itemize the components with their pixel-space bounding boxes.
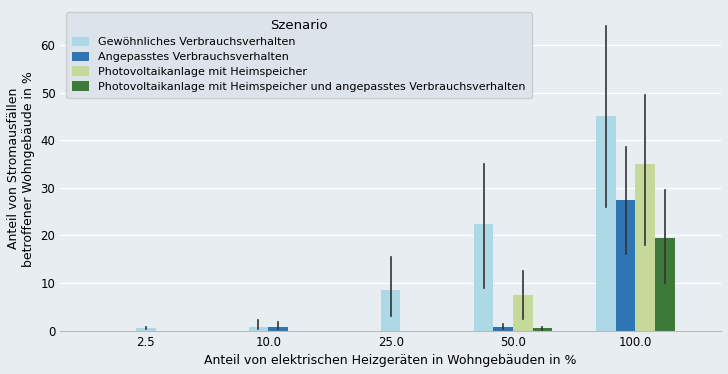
Bar <box>513 295 533 331</box>
Bar <box>596 116 616 331</box>
Bar <box>381 290 400 331</box>
Bar <box>249 327 269 331</box>
Bar <box>636 164 655 331</box>
Bar <box>655 238 675 331</box>
Bar <box>494 327 513 331</box>
Bar <box>269 327 288 331</box>
Bar <box>136 328 156 331</box>
X-axis label: Anteil von elektrischen Heizgeräten in Wohngebäuden in %: Anteil von elektrischen Heizgeräten in W… <box>205 354 577 367</box>
Legend: Gewöhnliches Verbrauchsverhalten, Angepasstes Verbrauchsverhalten, Photovoltaika: Gewöhnliches Verbrauchsverhalten, Angepa… <box>66 12 532 98</box>
Bar <box>616 200 636 331</box>
Y-axis label: Anteil von Stromausfällen
betroffener Wohngebäude in %: Anteil von Stromausfällen betroffener Wo… <box>7 71 35 267</box>
Bar <box>474 224 494 331</box>
Bar <box>533 328 552 331</box>
